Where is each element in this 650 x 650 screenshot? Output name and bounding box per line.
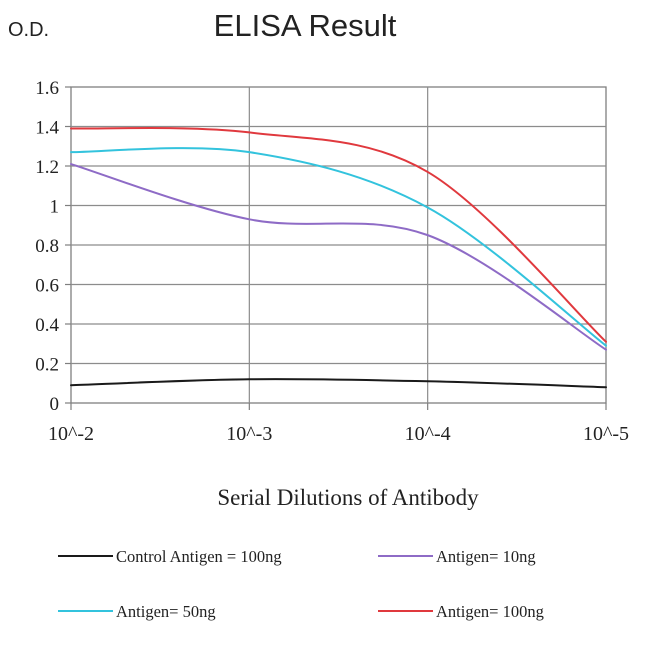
series-line-2: [70, 163, 607, 351]
y-axis-label: O.D.: [8, 19, 49, 41]
gridlines: [71, 87, 606, 403]
legend-label: Antigen= 10ng: [436, 547, 536, 566]
legend-label: Antigen= 50ng: [116, 602, 216, 621]
y-tick-label: 0: [50, 394, 60, 415]
x-axis-label: Serial Dilutions of Antibody: [217, 485, 479, 510]
series-line-4: [70, 126, 607, 343]
y-tick-label: 1.4: [35, 118, 59, 139]
series-line-3: [70, 147, 607, 347]
legend: Control Antigen = 100ng Antigen= 10ng Anti…: [58, 547, 544, 621]
y-tick-label: 0.2: [35, 355, 59, 376]
y-tick-label: 1: [50, 197, 60, 218]
x-tick-label: 10^-3: [226, 423, 272, 445]
legend-label: Control Antigen = 100ng: [116, 547, 282, 566]
y-tick-label: 0.4: [35, 315, 59, 336]
series-line-1: [70, 378, 607, 389]
x-tick-label: 10^-5: [583, 423, 629, 445]
y-tick-label: 0.6: [35, 276, 59, 297]
axes: 0 0.2 0.4 0.6 0.8 1 1.2 1.4 1.6 10^-2 10^-3 10^-4 10…: [35, 78, 629, 445]
series-lines: [70, 126, 607, 389]
x-tick-label: 10^-4: [405, 423, 451, 445]
chart-title: ELISA Result: [214, 8, 397, 43]
legend-label: Antigen= 100ng: [436, 602, 544, 621]
y-tick-label: 1.2: [35, 157, 59, 178]
x-tick-label: 10^-2: [48, 423, 94, 445]
y-tick-label: 1.6: [35, 78, 59, 99]
y-tick-label: 0.8: [35, 236, 59, 257]
